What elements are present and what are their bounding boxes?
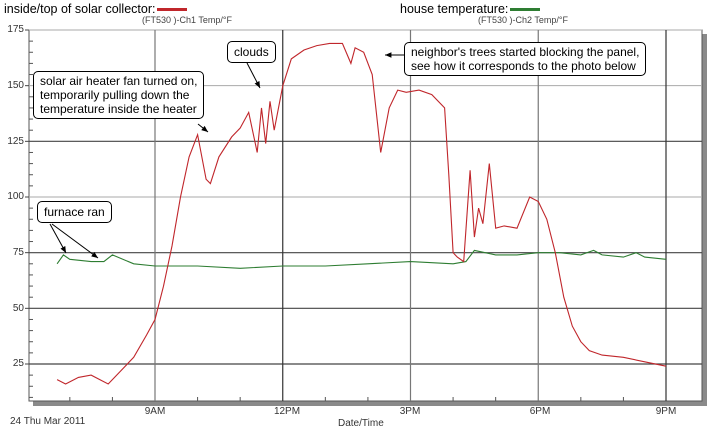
series-solar-collector-line	[56, 42, 667, 385]
y-tick-25: 25	[12, 358, 24, 369]
annotation-furnace: furnace ran	[37, 201, 112, 223]
annotation-clouds: clouds	[227, 41, 276, 63]
legend-series1-swatch	[157, 8, 188, 12]
series-house-temperature-line	[56, 249, 667, 269]
y-tick-100: 100	[7, 191, 24, 202]
annotation-fan: solar air heater fan turned on, temporar…	[33, 71, 205, 119]
x-tick-12pm: 12PM	[273, 406, 301, 417]
annotation-trees: neighbor's trees started blocking the pa…	[404, 42, 647, 76]
legend-series1-label: inside/top of solar collector:	[4, 2, 156, 16]
y-tick-125: 125	[7, 136, 24, 147]
annotation-fan-line3: temperature inside the heater	[40, 102, 197, 116]
series2-channel-label: (FT530 )-Ch2 Temp/°F	[478, 15, 568, 25]
series1-channel-label: (FT530 )-Ch1 Temp/°F	[142, 15, 232, 25]
legend-series1: inside/top of solar collector:	[4, 2, 188, 16]
legend-series2-label: house temperature:	[400, 2, 509, 16]
minor-ticks	[29, 40, 624, 401]
x-tick-9pm: 9PM	[655, 406, 677, 417]
x-tick-6pm: 6PM	[529, 406, 551, 417]
annotation-fan-line1: solar air heater fan turned on,	[40, 74, 198, 88]
date-label: 24 Thu Mar 2011	[10, 416, 86, 427]
y-tick-150: 150	[7, 80, 24, 91]
annotation-arrows	[49, 52, 404, 259]
y-tick-50: 50	[12, 303, 24, 314]
legend-series2-swatch	[510, 8, 541, 12]
x-axis-title: Date/Time	[338, 418, 384, 429]
legend-series2: house temperature:	[400, 2, 541, 16]
y-tick-75: 75	[12, 247, 24, 258]
y-tick-175: 175	[7, 24, 24, 35]
annotation-trees-line2: see how it corresponds to the photo belo…	[411, 59, 636, 73]
annotation-trees-line1: neighbor's trees started blocking the pa…	[411, 45, 640, 59]
annotation-fan-line2: temporarily pulling down the	[40, 88, 190, 102]
x-tick-3pm: 3PM	[399, 406, 421, 417]
x-tick-9am: 9AM	[144, 406, 166, 417]
